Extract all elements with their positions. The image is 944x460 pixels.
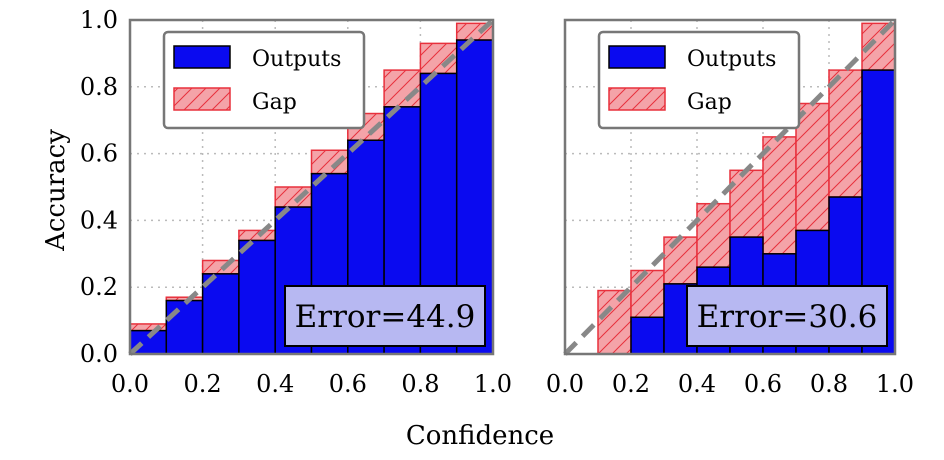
legend-label-outputs: Outputs [687,47,776,72]
output-bar [630,316,665,355]
panel-right: Outputs Gap Error=30.6 0.0 0.2 0.4 0.6 0.8 1.0 [546,18,914,398]
output-bar [165,299,204,355]
error-annotation-box [284,285,486,347]
x-tick-label: 0.4 [678,370,716,398]
legend-swatch-outputs [608,45,666,69]
y-tick-label: 0.2 [80,273,118,301]
gap-bar [762,136,797,255]
gap-bar [729,169,764,238]
x-tick-label: 0.0 [111,370,149,398]
x-tick-label: 0.2 [184,370,222,398]
gap-bar [828,69,863,198]
gap-bar [861,22,896,71]
x-axis-label: Confidence [406,421,554,451]
gap-bar [663,236,698,285]
error-annotation-box [686,285,888,347]
gap-bar [597,289,632,355]
y-tick-label: 0.8 [80,73,118,101]
gap-bar [630,269,665,319]
perfect-calibration-line [128,18,495,356]
y-tick-label: 0.4 [80,206,118,234]
legend-swatch-outputs [173,45,231,69]
x-tick-label: 0.6 [329,370,367,398]
perfect-calibration-line [563,18,897,356]
x-tick-label: 0.6 [744,370,782,398]
y-tick-label: 0.6 [80,140,118,168]
legend-label-outputs: Outputs [252,47,341,72]
gap-bar [696,202,731,268]
gap-bar [238,229,276,242]
y-tick-label: 0.0 [80,340,118,368]
x-tick-label: 1.0 [876,370,914,398]
x-tick-label: 0.8 [810,370,848,398]
gap-bar [795,102,830,232]
legend-label-gap: Gap [252,90,297,115]
x-tick-label: 1.0 [474,370,512,398]
y-tick-label: 1.0 [80,6,118,34]
error-annotation: Error=44.9 [295,299,476,335]
legend-swatch-gap [608,87,666,111]
x-tick-label: 0.4 [256,370,294,398]
x-tick-label: 0.2 [612,370,650,398]
error-annotation: Error=30.6 [697,299,878,335]
legend-swatch-gap [173,87,231,111]
output-bar [238,239,276,355]
x-tick-label: 0.8 [401,370,439,398]
x-tick-label: 0.0 [546,370,584,398]
plot-frame [128,18,495,356]
output-bar [201,273,240,355]
legend-label-gap: Gap [687,90,732,115]
y-axis-label: Accuracy [41,129,71,252]
panel-left: Outputs Gap Error=44.9 0.0 0.2 0.4 0.6 0.8 1.0 0.… [80,6,512,398]
plot-frame [563,18,897,356]
